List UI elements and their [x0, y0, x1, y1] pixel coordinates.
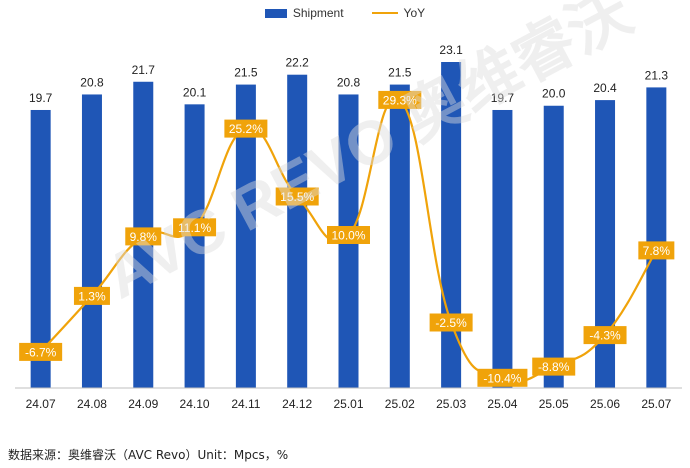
- bar-24.12: [287, 74, 308, 389]
- bar-label-24.09: 21.7: [132, 63, 156, 77]
- yoy-label-25.03: -2.5%: [435, 316, 467, 330]
- legend-item-yoy: YoY: [371, 6, 426, 20]
- yoy-label-24.09: 9.8%: [130, 230, 158, 244]
- yoy-label-box-24.10: [173, 218, 217, 237]
- bar-label-25.07: 21.3: [645, 68, 669, 82]
- yoy-label-24.11: 25.2%: [229, 122, 263, 136]
- legend-swatch-yoy: [371, 12, 398, 14]
- legend-label-shipment: Shipment: [292, 6, 344, 20]
- bar-24.08: [81, 94, 102, 389]
- yoy-label-25.07: 7.8%: [643, 244, 671, 258]
- bar-label-25.06: 20.4: [593, 81, 617, 95]
- yoy-label-25.02: 29.3%: [383, 93, 417, 107]
- yoy-point-24.12: 15.5%: [275, 187, 319, 206]
- bar-label-25.04: 19.7: [491, 91, 515, 105]
- yoy-point-24.10: 11.1%: [173, 218, 217, 237]
- chart-legend: Shipment YoY: [0, 6, 690, 20]
- yoy-label-25.01: 10.0%: [331, 229, 365, 243]
- yoy-label-box-25.01: [327, 226, 370, 244]
- x-tick-25.04: 25.04: [487, 397, 517, 411]
- x-tick-24.10: 24.10: [180, 397, 210, 411]
- bar-label-24.11: 21.5: [234, 66, 258, 80]
- bar-label-25.02: 21.5: [388, 66, 412, 80]
- yoy-label-box-24.08: [73, 286, 110, 305]
- yoy-label-24.08: 1.3%: [78, 289, 106, 303]
- yoy-label-box-24.12: [275, 187, 319, 206]
- bar-label-25.01: 20.8: [337, 75, 361, 89]
- x-tick-25.07: 25.07: [641, 397, 671, 411]
- x-tick-24.07: 24.07: [26, 397, 56, 411]
- yoy-point-25.06: -4.3%: [583, 326, 627, 345]
- x-tick-24.08: 24.08: [77, 397, 107, 411]
- legend-label-yoy: YoY: [403, 6, 426, 20]
- bar-24.11: [235, 84, 256, 389]
- bar-25.06: [595, 100, 616, 389]
- yoy-label-25.04: -10.4%: [483, 371, 521, 385]
- bar-25.02: [389, 84, 410, 389]
- yoy-label-24.12: 15.5%: [280, 190, 314, 204]
- x-tick-25.05: 25.05: [539, 397, 569, 411]
- yoy-point-24.11: 25.2%: [224, 119, 268, 138]
- bar-label-24.08: 20.8: [80, 75, 104, 89]
- yoy-point-24.09: 9.8%: [125, 227, 162, 246]
- x-tick-25.01: 25.01: [333, 397, 363, 411]
- yoy-point-25.02: 29.3%: [378, 90, 422, 109]
- source-note: 数据来源：奥维睿沃（AVC Revo）Unit：Mpcs，%: [8, 448, 289, 462]
- yoy-point-25.03: -2.5%: [429, 313, 473, 332]
- yoy-label-box-24.11: [224, 119, 268, 138]
- yoy-label-24.10: 11.1%: [178, 221, 211, 235]
- yoy-label-box-25.03: [429, 313, 473, 332]
- x-tick-24.12: 24.12: [282, 397, 312, 411]
- bar-label-25.03: 23.1: [439, 43, 463, 57]
- yoy-label-box-25.05: [532, 357, 576, 376]
- yoy-point-25.07: 7.8%: [638, 241, 675, 260]
- yoy-label-box-25.06: [583, 326, 627, 345]
- x-tick-25.03: 25.03: [436, 397, 466, 411]
- legend-swatch-shipment: [264, 8, 287, 18]
- bar-25.07: [646, 87, 667, 389]
- yoy-label-box-25.07: [638, 241, 675, 260]
- x-tick-25.02: 25.02: [385, 397, 415, 411]
- yoy-label-24.07: -6.7%: [25, 345, 57, 359]
- bar-25.05: [543, 105, 564, 389]
- bar-25.04: [492, 109, 513, 389]
- yoy-value-labels: -6.7% 1.3% 9.8% 11.1% 25.2% 15.5% 10.0% 29.3% -2…: [19, 90, 675, 387]
- yoy-label-box-25.02: [378, 90, 422, 109]
- x-tick-25.06: 25.06: [590, 397, 620, 411]
- x-axis-tick-labels: 24.07 24.08 24.09 24.10 24.11 24.12 25.01 25.02…: [26, 397, 672, 411]
- bar-label-24.07: 19.7: [29, 91, 53, 105]
- yoy-label-25.06: -4.3%: [589, 329, 621, 343]
- legend-item-shipment: Shipment: [264, 6, 344, 20]
- bar-value-labels: 19.7 20.8 21.7 20.1 21.5 22.2 20.8 21.5 23.1 19.7…: [29, 43, 668, 105]
- yoy-point-25.01: 10.0%: [327, 226, 370, 244]
- bar-label-24.12: 22.2: [286, 56, 310, 70]
- yoy-point-25.04: -10.4%: [477, 368, 528, 387]
- x-tick-24.11: 24.11: [231, 397, 260, 411]
- bar-label-24.10: 20.1: [183, 85, 207, 99]
- yoy-label-box-24.07: [19, 342, 63, 361]
- bar-24.10: [184, 104, 205, 389]
- yoy-label-25.05: -8.8%: [538, 360, 570, 374]
- yoy-point-24.08: 1.3%: [73, 286, 110, 305]
- yoy-label-box-25.04: [477, 368, 528, 387]
- bar-label-25.05: 20.0: [542, 87, 566, 101]
- bar-series: [30, 62, 667, 389]
- bar-24.07: [30, 109, 51, 389]
- x-tick-24.09: 24.09: [128, 397, 158, 411]
- yoy-point-24.07: -6.7%: [19, 342, 63, 361]
- yoy-point-25.05: -8.8%: [532, 357, 576, 376]
- yoy-label-box-24.09: [125, 227, 162, 246]
